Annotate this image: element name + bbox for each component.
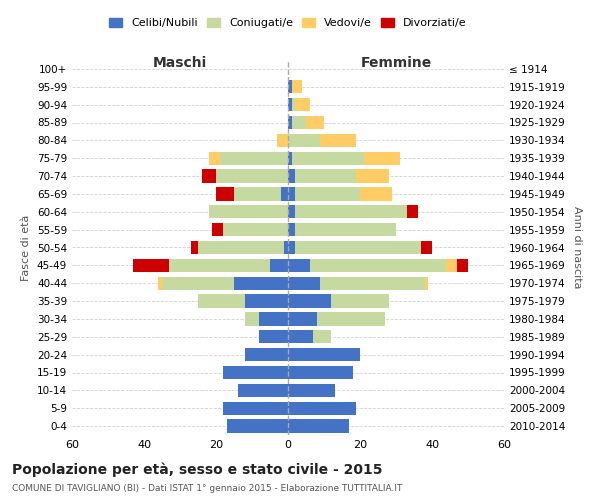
Bar	[295, 205, 407, 218]
Bar	[202, 170, 216, 183]
Bar	[288, 294, 331, 308]
Bar	[223, 366, 288, 379]
Bar	[320, 276, 425, 290]
Bar	[216, 170, 288, 183]
Bar	[212, 223, 223, 236]
Legend: Celibi/Nubili, Coniugati/e, Vedovi/e, Divorziati/e: Celibi/Nubili, Coniugati/e, Vedovi/e, Di…	[105, 13, 471, 32]
Bar	[331, 294, 389, 308]
Bar	[277, 134, 288, 147]
Bar	[288, 205, 295, 218]
Bar	[295, 98, 310, 112]
Bar	[407, 205, 418, 218]
Bar	[457, 258, 468, 272]
Bar	[191, 241, 198, 254]
Bar	[169, 258, 270, 272]
Bar	[288, 152, 292, 165]
Bar	[446, 258, 457, 272]
Bar	[198, 294, 245, 308]
Bar	[270, 258, 288, 272]
Bar	[288, 276, 320, 290]
Bar	[364, 152, 400, 165]
Bar	[234, 276, 288, 290]
Bar	[313, 330, 331, 344]
Bar	[292, 116, 306, 129]
Bar	[220, 152, 288, 165]
Bar	[245, 348, 288, 362]
Bar	[245, 294, 288, 308]
Bar	[288, 170, 295, 183]
Bar	[288, 330, 313, 344]
Bar	[310, 258, 446, 272]
Bar	[288, 241, 295, 254]
Bar	[245, 312, 259, 326]
Bar	[288, 348, 360, 362]
Bar	[288, 223, 295, 236]
Bar	[288, 80, 292, 94]
Bar	[295, 241, 421, 254]
Bar	[227, 420, 288, 433]
Bar	[133, 258, 169, 272]
Bar	[288, 98, 292, 112]
Bar	[295, 223, 396, 236]
Bar	[295, 170, 356, 183]
Bar	[209, 152, 220, 165]
Bar	[284, 241, 288, 254]
Text: Maschi: Maschi	[153, 56, 207, 70]
Bar	[360, 187, 392, 200]
Bar	[288, 384, 335, 397]
Bar	[288, 258, 310, 272]
Bar	[223, 402, 288, 415]
Y-axis label: Fasce di età: Fasce di età	[22, 214, 31, 280]
Bar	[292, 80, 302, 94]
Bar	[292, 152, 364, 165]
Text: COMUNE DI TAVIGLIANO (BI) - Dati ISTAT 1° gennaio 2015 - Elaborazione TUTTITALIA: COMUNE DI TAVIGLIANO (BI) - Dati ISTAT 1…	[12, 484, 403, 493]
Bar	[306, 116, 324, 129]
Bar	[288, 402, 356, 415]
Bar	[238, 384, 288, 397]
Bar	[288, 420, 349, 433]
Bar	[223, 223, 288, 236]
Bar	[234, 187, 281, 200]
Bar	[288, 116, 292, 129]
Bar	[288, 187, 295, 200]
Bar	[317, 312, 385, 326]
Bar	[198, 241, 284, 254]
Bar	[288, 366, 353, 379]
Bar	[295, 187, 360, 200]
Text: Popolazione per età, sesso e stato civile - 2015: Popolazione per età, sesso e stato civil…	[12, 462, 383, 477]
Bar	[216, 187, 234, 200]
Text: Femmine: Femmine	[361, 56, 431, 70]
Bar	[292, 98, 295, 112]
Bar	[320, 134, 356, 147]
Bar	[158, 276, 162, 290]
Bar	[281, 187, 288, 200]
Bar	[288, 134, 320, 147]
Bar	[209, 205, 288, 218]
Y-axis label: Anni di nascita: Anni di nascita	[572, 206, 582, 289]
Bar	[259, 312, 288, 326]
Bar	[425, 276, 428, 290]
Bar	[259, 330, 288, 344]
Bar	[421, 241, 432, 254]
Bar	[288, 312, 317, 326]
Bar	[162, 276, 234, 290]
Bar	[356, 170, 389, 183]
